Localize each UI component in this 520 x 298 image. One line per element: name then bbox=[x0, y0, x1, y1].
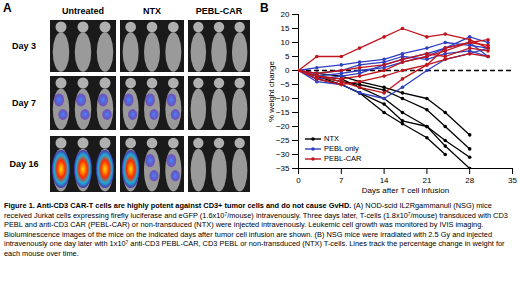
svg-text:0: 0 bbox=[285, 66, 290, 75]
svg-text:20: 20 bbox=[281, 10, 290, 19]
svg-text:−10: −10 bbox=[276, 94, 290, 103]
svg-text:−20: −20 bbox=[276, 122, 290, 131]
svg-text:Day 7: Day 7 bbox=[12, 98, 36, 108]
svg-text:5: 5 bbox=[285, 52, 290, 61]
svg-text:−25: −25 bbox=[276, 136, 290, 145]
svg-text:NTX: NTX bbox=[143, 6, 161, 16]
svg-text:Day 3: Day 3 bbox=[12, 41, 36, 51]
svg-text:PEBL-CAR: PEBL-CAR bbox=[196, 6, 243, 16]
svg-text:−30: −30 bbox=[276, 150, 290, 159]
svg-text:7: 7 bbox=[339, 176, 344, 185]
html-text:PEBL-CAR: PEBL-CAR bbox=[324, 154, 362, 163]
svg-text:−35: −35 bbox=[276, 164, 290, 173]
svg-text:0: 0 bbox=[296, 176, 301, 185]
html-text:NTX: NTX bbox=[324, 134, 339, 143]
svg-text:21: 21 bbox=[422, 176, 431, 185]
svg-text:−15: −15 bbox=[276, 108, 290, 117]
html-text:Figure 1. Anti-CD3 CAR-T cells: Figure 1. Anti-CD3 CAR-T cells are highl… bbox=[4, 201, 508, 258]
svg-text:% weight change: % weight change bbox=[267, 60, 276, 121]
html-text:B: B bbox=[260, 1, 269, 15]
svg-text:Untreated: Untreated bbox=[62, 6, 104, 16]
svg-text:−5: −5 bbox=[280, 80, 290, 89]
svg-text:Days after T cell infusion: Days after T cell infusion bbox=[362, 186, 449, 195]
svg-text:14: 14 bbox=[380, 176, 389, 185]
svg-text:15: 15 bbox=[281, 24, 290, 33]
html-text:PEBL only: PEBL only bbox=[324, 144, 359, 153]
html-text:A: A bbox=[3, 1, 12, 15]
svg-text:35: 35 bbox=[508, 176, 517, 185]
svg-text:28: 28 bbox=[465, 176, 474, 185]
svg-text:10: 10 bbox=[281, 38, 290, 47]
svg-text:Day 16: Day 16 bbox=[9, 159, 38, 169]
